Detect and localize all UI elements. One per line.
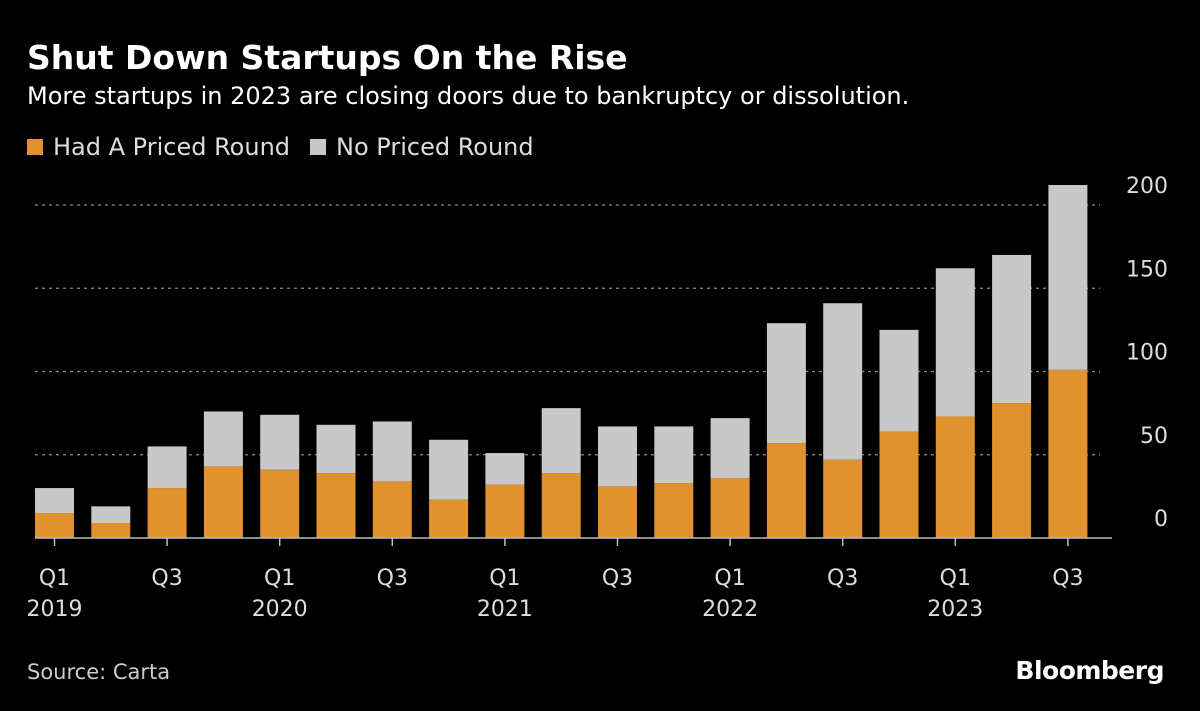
bar-unpriced — [147, 446, 187, 489]
bar-priced — [147, 488, 187, 538]
x-year-label: 2022 — [702, 597, 758, 622]
x-year-label: 2021 — [477, 597, 533, 622]
bar-unpriced — [541, 408, 581, 474]
bar-priced — [823, 459, 863, 538]
legend: Had A Priced Round No Priced Round — [27, 133, 554, 161]
legend-label-priced: Had A Priced Round — [53, 133, 291, 161]
source-note: Source: Carta — [27, 660, 171, 684]
x-tick-label: Q1 — [489, 566, 520, 591]
bar-priced — [372, 481, 412, 538]
x-tick-label: Q1 — [264, 566, 295, 591]
bar-priced — [485, 484, 525, 538]
bar-priced — [654, 483, 694, 538]
bar-priced — [879, 431, 919, 538]
y-tick-label: 200 — [1126, 174, 1168, 199]
y-tick-label: 100 — [1126, 341, 1168, 366]
y-tick-label: 0 — [1154, 507, 1168, 532]
legend-swatch-unpriced — [310, 139, 327, 155]
y-tick-label: 50 — [1140, 424, 1168, 449]
x-tick-label: Q3 — [602, 566, 633, 591]
x-tick-label: Q3 — [827, 566, 858, 591]
bar-priced — [260, 469, 300, 538]
y-tick-label: 150 — [1126, 257, 1168, 282]
x-tick-label: Q3 — [151, 566, 182, 591]
bar-unpriced — [316, 424, 356, 474]
bar-unpriced — [429, 439, 469, 500]
bar-priced — [1048, 369, 1088, 538]
bar-unpriced — [823, 303, 863, 460]
legend-swatch-priced — [27, 139, 43, 155]
x-year-label: 2019 — [27, 597, 83, 622]
legend-item-priced: Had A Priced Round — [27, 133, 290, 161]
bar-priced — [935, 416, 975, 538]
bar-priced — [35, 513, 74, 538]
bar-unpriced — [203, 411, 243, 467]
bar-priced — [992, 403, 1032, 538]
x-tick-label: Q3 — [377, 566, 408, 591]
legend-item-unpriced: No Priced Round — [310, 133, 534, 161]
bar-unpriced — [654, 426, 694, 484]
bar-priced — [316, 473, 356, 538]
bar-unpriced — [35, 488, 74, 514]
bar-unpriced — [372, 421, 412, 482]
x-tick-label: Q1 — [39, 566, 70, 591]
bar-unpriced — [879, 329, 919, 432]
legend-label-unpriced: No Priced Round — [336, 133, 534, 161]
x-tick-label: Q1 — [940, 566, 971, 591]
bar-unpriced — [260, 414, 300, 470]
bar-unpriced — [710, 418, 750, 479]
bar-unpriced — [598, 426, 637, 487]
bar-unpriced — [1048, 185, 1088, 370]
chart-subtitle: More startups in 2023 are closing doors … — [27, 82, 910, 110]
x-tick-label: Q3 — [1052, 566, 1083, 591]
bar-priced — [766, 443, 806, 538]
bar-priced — [203, 466, 243, 538]
bloomberg-logo: Bloomberg — [1015, 656, 1164, 685]
bar-priced — [598, 486, 637, 538]
bar-priced — [541, 473, 581, 538]
bar-unpriced — [935, 268, 975, 417]
x-year-label: 2023 — [927, 597, 983, 622]
bar-unpriced — [766, 323, 806, 444]
bar-unpriced — [992, 254, 1032, 404]
bar-priced — [91, 523, 131, 538]
x-tick-label: Q1 — [714, 566, 745, 591]
bar-unpriced — [485, 453, 525, 485]
chart-title: Shut Down Startups On the Rise — [27, 38, 628, 77]
bar-priced — [429, 499, 469, 538]
x-year-label: 2020 — [252, 597, 308, 622]
bar-priced — [710, 478, 750, 538]
bar-unpriced — [91, 506, 131, 524]
